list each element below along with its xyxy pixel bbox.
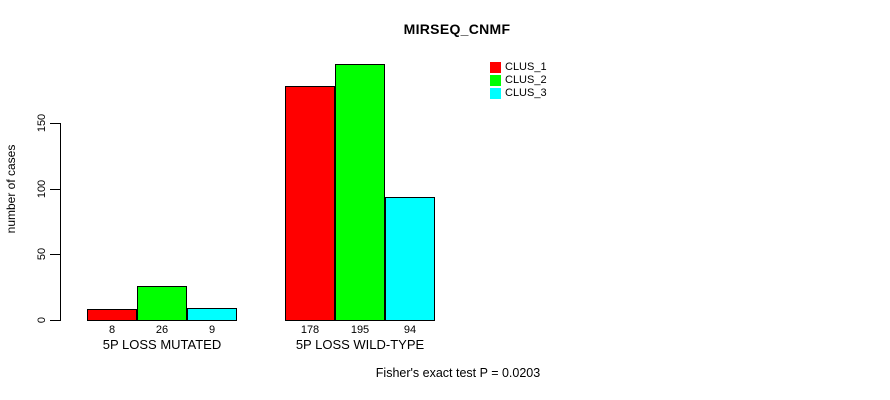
category-label: 5P LOSS WILD-TYPE [295, 337, 425, 352]
bar-value-label: 94 [403, 324, 417, 336]
y-axis-line [60, 123, 61, 321]
y-tick-mark [50, 254, 60, 255]
bar-value-label: 8 [108, 324, 116, 336]
bar-value-label: 178 [300, 324, 320, 336]
bar-value-label: 195 [350, 324, 370, 336]
legend-swatch-clus_1 [490, 62, 501, 73]
category-label: 5P LOSS MUTATED [102, 337, 222, 352]
bar-clus_1-1 [87, 309, 137, 321]
legend-item: CLUS_1 [490, 62, 547, 73]
y-tick-label: 0 [36, 316, 48, 324]
y-tick-mark [50, 320, 60, 321]
bar-clus_3-1 [187, 308, 237, 321]
bar-value-label: 26 [155, 324, 169, 336]
legend-item: CLUS_3 [490, 88, 547, 99]
chart-title: MIRSEQ_CNMF [403, 21, 511, 37]
y-tick-label: 100 [36, 179, 48, 199]
legend-label: CLUS_1 [505, 61, 547, 73]
y-tick-mark [50, 123, 60, 124]
y-tick-mark [50, 189, 60, 190]
bar-clus_2-1 [137, 286, 187, 321]
legend: CLUS_1 CLUS_2 CLUS_3 [490, 62, 547, 99]
y-axis-label: number of cases [4, 144, 18, 234]
y-tick-label: 50 [36, 247, 48, 261]
annotation-text: Fisher's exact test P = 0.0203 [375, 366, 541, 380]
legend-label: CLUS_3 [505, 87, 547, 99]
bar-clus_3-2 [385, 197, 435, 321]
bar-clus_1-2 [285, 86, 335, 321]
y-tick-label: 150 [36, 113, 48, 133]
legend-swatch-clus_2 [490, 75, 501, 86]
legend-swatch-clus_3 [490, 88, 501, 99]
bar-clus_2-2 [335, 64, 385, 321]
legend-label: CLUS_2 [505, 74, 547, 86]
bar-value-label: 9 [208, 324, 216, 336]
legend-item: CLUS_2 [490, 75, 547, 86]
